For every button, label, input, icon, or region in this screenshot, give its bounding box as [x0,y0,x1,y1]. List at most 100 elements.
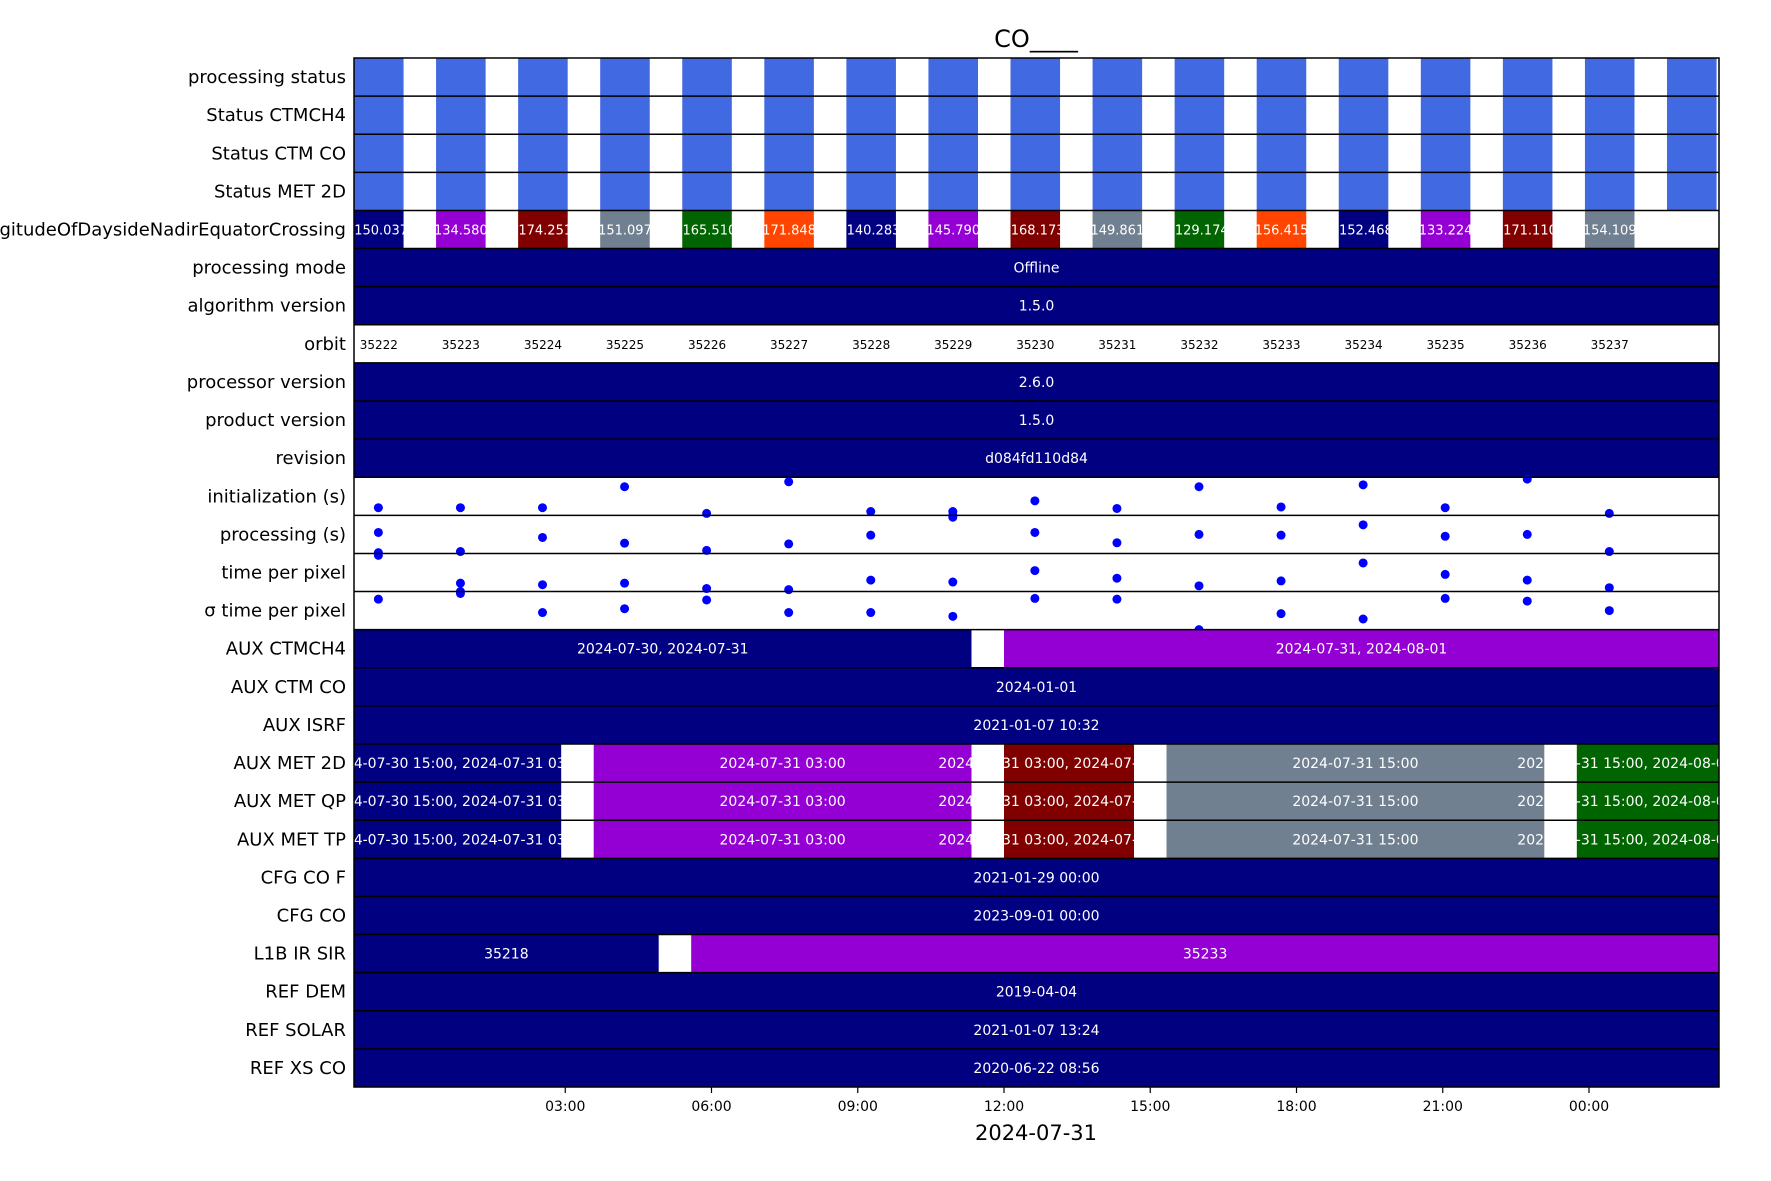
row-25: 2021-01-07 13:24 [354,1010,1719,1049]
bar-label: 2021-01-07 10:32 [973,718,1099,734]
status-block [436,96,486,135]
bar-label: 35233 [1183,947,1228,963]
orbit-number: 35224 [524,338,562,352]
bar-label: 2023-09-01 00:00 [973,909,1099,925]
bar-segment [354,782,562,821]
orbit-number: 35223 [442,338,480,352]
value-block [1420,210,1471,249]
status-block [1584,134,1635,173]
row-label: processor version [187,372,346,393]
data-point [620,578,630,588]
row-19: 2024-07-30 15:00, 2024-07-31 03:00 2024-0… [354,782,1719,821]
status-block [928,134,978,173]
x-tick-label: 21:00 [1423,1099,1463,1115]
data-point [784,539,794,549]
data-point [1522,596,1532,606]
orbit-number: 35233 [1262,338,1300,352]
status-block [354,134,404,173]
bar-segment [354,972,1719,1011]
value-label: 145.790 [926,224,980,239]
data-point [620,604,630,614]
bar-segment [354,667,1719,706]
status-block [1420,172,1471,211]
orbit-number: 35227 [770,338,808,352]
orbit-number: 35229 [934,338,972,352]
row-label: AUX ISRF [263,715,346,736]
data-point [1522,575,1532,585]
value-label: -152.468 [1334,224,1392,239]
bar-label: 2024-07-31 15:00, 2024-08-01 03:00 [1517,832,1771,848]
data-point [784,608,794,618]
bar-label: 2021-01-07 13:24 [973,1023,1099,1039]
value-block [354,210,404,249]
orbit-number: 35228 [852,338,890,352]
bar-label: 2024-07-31 03:00, 2024-07-31 15:00 [938,832,1199,848]
status-block [600,134,650,173]
value-label: 149.861 [1090,224,1144,239]
bar-segment [354,858,1719,897]
bar-segment [593,820,972,859]
status-block [600,96,650,135]
bar-label: 2024-07-31 03:00 [720,794,846,810]
data-point [1112,573,1122,583]
bar-label: 2.6.0 [1019,375,1055,391]
data-point [538,580,547,590]
row-1 [354,96,1717,135]
status-block [1502,96,1553,135]
status-block [436,58,486,97]
row-label: AUX MET TP [237,829,346,850]
row-label: initialization (s) [207,486,346,507]
bar-label: 2024-01-01 [996,680,1077,696]
status-block [1502,134,1553,173]
data-point [373,527,383,537]
value-block [436,210,486,249]
bar-segment [1004,782,1134,821]
status-block [846,134,896,173]
status-block [764,134,814,173]
chart-title: CO____ [994,25,1079,53]
value-block [600,210,650,249]
row-21: 2021-01-29 00:00 [354,858,1719,897]
bar-segment [354,248,1719,287]
row-6: 1.5.0 [354,286,1719,325]
row-23: 35218 35233 [354,934,1719,973]
bar-label: 2024-07-31 03:00, 2024-07-31 15:00 [938,756,1199,772]
data-point [1276,502,1286,512]
orbit-number: 35236 [1509,338,1547,352]
bar-segment [593,744,972,783]
status-block [1256,134,1307,173]
row-label: CFG CO [277,906,346,927]
bar-label: 2021-01-29 00:00 [973,870,1099,886]
value-block [1502,210,1553,249]
data-point [1522,529,1532,539]
bar-segment [354,896,1719,935]
bar-label: 2024-07-30 15:00, 2024-07-31 03:00 [327,756,588,772]
row-label: AUX CTMCH4 [226,639,346,660]
data-point [1604,583,1614,593]
data-point [1030,496,1040,506]
status-block [1092,96,1143,135]
bar-label: 2024-07-30 15:00, 2024-07-31 03:00 [327,832,588,848]
bar-segment [1166,744,1545,783]
data-point [1440,503,1450,513]
bar-label: 1.5.0 [1019,299,1055,315]
value-block [928,210,978,249]
plot-frame [353,57,1720,1088]
status-block [1584,172,1635,211]
row-label: Status CTMCH4 [206,105,346,126]
data-point [1194,529,1204,539]
data-point [620,538,630,548]
row-2 [354,134,1717,173]
bar-segment [354,820,562,859]
x-tick-label: 18:00 [1276,1099,1316,1115]
row-label: algorithm version [187,296,346,317]
data-point [455,578,465,588]
orbit-number: 35226 [688,338,726,352]
row-5: Offline [354,248,1719,287]
value-label: 134.580 [434,224,488,239]
row-label: product version [205,410,346,431]
status-block [846,58,896,97]
status-block [846,172,896,211]
row-label: REF DEM [265,982,346,1003]
data-point [702,545,712,555]
